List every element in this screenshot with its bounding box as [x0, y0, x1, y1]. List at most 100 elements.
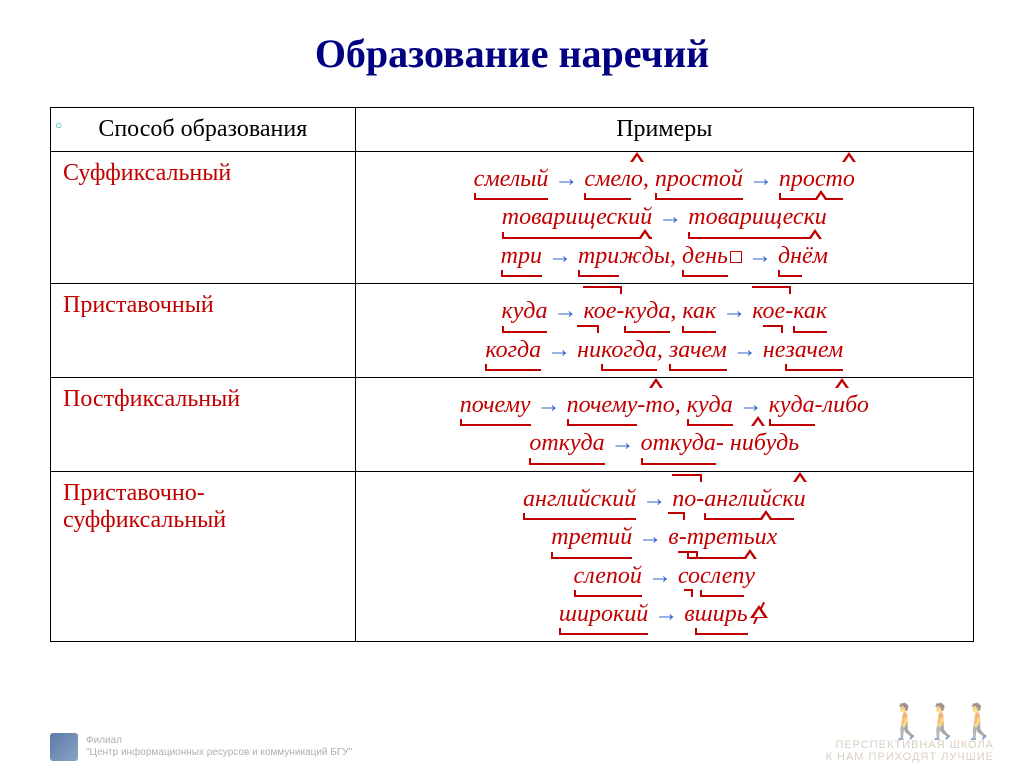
arrow-icon: → — [547, 298, 583, 324]
suffix-mark: ём — [802, 237, 828, 275]
suffix-mark: - нибудь — [716, 424, 799, 462]
root-mark: как — [793, 292, 827, 330]
arrow-icon: → — [531, 392, 567, 418]
suffix-mark: о — [843, 160, 855, 198]
watermark-motto: К НАМ ПРИХОДЯТ ЛУЧШИЕ — [826, 751, 994, 763]
root-mark: когда — [601, 331, 657, 369]
example-line: слепой → сослепу — [368, 557, 961, 595]
method-cell: Постфиксальный — [51, 377, 356, 471]
example-line: широкий → вширь — [368, 595, 961, 633]
root-mark: три — [578, 237, 619, 275]
arrow-icon: → — [636, 486, 672, 512]
zero-ending-icon — [730, 251, 742, 263]
root-mark: третий — [551, 518, 632, 556]
footer-line1: Филиал — [86, 735, 352, 747]
example-line: откуда → откуда- нибудь — [368, 424, 961, 462]
method-cell: Приставочный — [51, 284, 356, 378]
root-mark: зачем — [669, 331, 727, 369]
arrow-icon: → — [727, 337, 763, 363]
arrow-icon: → — [632, 524, 668, 550]
root-mark: куда — [624, 292, 670, 330]
suffix-mark: и — [794, 480, 806, 518]
root-mark: простой — [655, 160, 743, 198]
text: , — [675, 392, 687, 418]
suffix-mark: их — [755, 518, 778, 556]
arrow-icon: → — [742, 243, 778, 269]
example-line: куда → кое-куда, как → кое-как — [368, 292, 961, 330]
watermark-figures-icon: 🚶🚶🚶 — [826, 705, 994, 739]
root-mark: куда — [687, 386, 733, 424]
root-mark: как — [682, 292, 716, 330]
page-title: Образование наречий — [50, 30, 974, 77]
arrow-icon: → — [648, 601, 684, 627]
root-mark: товарищеск — [688, 198, 815, 236]
text: , — [657, 337, 669, 363]
prefix-mark: ни — [577, 331, 601, 369]
root-mark: широкий — [559, 595, 648, 633]
root-mark: смел — [584, 160, 631, 198]
text: , — [670, 243, 682, 269]
root-mark: английский — [523, 480, 636, 518]
suffix-mark: у — [744, 557, 755, 595]
root-mark: слепой — [574, 557, 642, 595]
arrow-icon: → — [733, 392, 769, 418]
root-mark: слеп — [700, 557, 744, 595]
arrow-icon: → — [652, 204, 688, 230]
root-mark: день — [682, 237, 728, 275]
method-cell: Приставочно-суффиксальный — [51, 471, 356, 642]
corner-decoration: ○ — [55, 118, 62, 132]
root-mark: откуда — [641, 424, 716, 462]
prefix-mark: не — [763, 331, 786, 369]
example-line: три → трижды, день → днём — [368, 237, 961, 275]
example-line: товарищеский → товарищески — [368, 198, 961, 236]
examples-cell: английский → по-английскитретий → в-трет… — [355, 471, 973, 642]
root-mark: зачем — [785, 331, 843, 369]
header-method: Способ образования — [51, 108, 356, 152]
root-mark: смелый — [474, 160, 549, 198]
root-mark: английск — [704, 480, 793, 518]
arrow-icon: → — [541, 337, 577, 363]
example-line: смелый → смело, простой → просто — [368, 160, 961, 198]
table-row: Суффиксальныйсмелый → смело, простой → п… — [51, 152, 974, 284]
examples-cell: почему → почему-то, куда → куда-либоотку… — [355, 377, 973, 471]
arrow-icon: → — [542, 243, 578, 269]
examples-cell: смелый → смело, простой → простотоварище… — [355, 152, 973, 284]
null-suffix-icon — [748, 603, 770, 623]
root-mark: почему — [567, 386, 638, 424]
example-line: когда → никогда, зачем → незачем — [368, 331, 961, 369]
prefix-mark: в — [684, 595, 694, 633]
table-row: Постфиксальныйпочему → почему-то, куда →… — [51, 377, 974, 471]
example-line: почему → почему-то, куда → куда-либо — [368, 386, 961, 424]
root-mark: откуда — [529, 424, 604, 462]
text: , — [670, 298, 682, 324]
root-mark: куда — [502, 292, 548, 330]
footer-line2: "Центр информационных ресурсов и коммуни… — [86, 747, 352, 759]
arrow-icon: → — [605, 430, 641, 456]
root-mark: товарищеский — [502, 198, 653, 236]
header-examples: Примеры — [355, 108, 973, 152]
watermark: 🚶🚶🚶 ПЕРСПЕКТИВНАЯ ШКОЛА К НАМ ПРИХОДЯТ Л… — [826, 705, 994, 763]
arrow-icon: → — [743, 166, 779, 192]
arrow-icon: → — [642, 563, 678, 589]
root-mark: дн — [778, 237, 802, 275]
methods-table: Способ образования Примеры Суффиксальный… — [50, 107, 974, 642]
table-row: Приставочно-суффиксальныйанглийский → по… — [51, 471, 974, 642]
root-mark: почему — [460, 386, 531, 424]
suffix-mark: -либо — [815, 386, 869, 424]
root-mark: куда — [769, 386, 815, 424]
table-row: Приставочный куда → кое-куда, как → кое-к… — [51, 284, 974, 378]
arrow-icon: → — [716, 298, 752, 324]
root-mark: когда — [485, 331, 541, 369]
suffix-mark: жды — [619, 237, 670, 275]
footer-logo-icon — [50, 733, 78, 761]
example-line: английский → по-английски — [368, 480, 961, 518]
suffix-mark: -то — [637, 386, 674, 424]
root-mark: ширь — [695, 595, 748, 633]
root-mark: прост — [779, 160, 843, 198]
method-cell: Суффиксальный — [51, 152, 356, 284]
footer: Филиал "Центр информационных ресурсов и … — [50, 733, 352, 761]
suffix-mark: о — [631, 160, 643, 198]
example-line: третий → в-третьих — [368, 518, 961, 556]
root-mark: три — [501, 237, 542, 275]
arrow-icon: → — [548, 166, 584, 192]
